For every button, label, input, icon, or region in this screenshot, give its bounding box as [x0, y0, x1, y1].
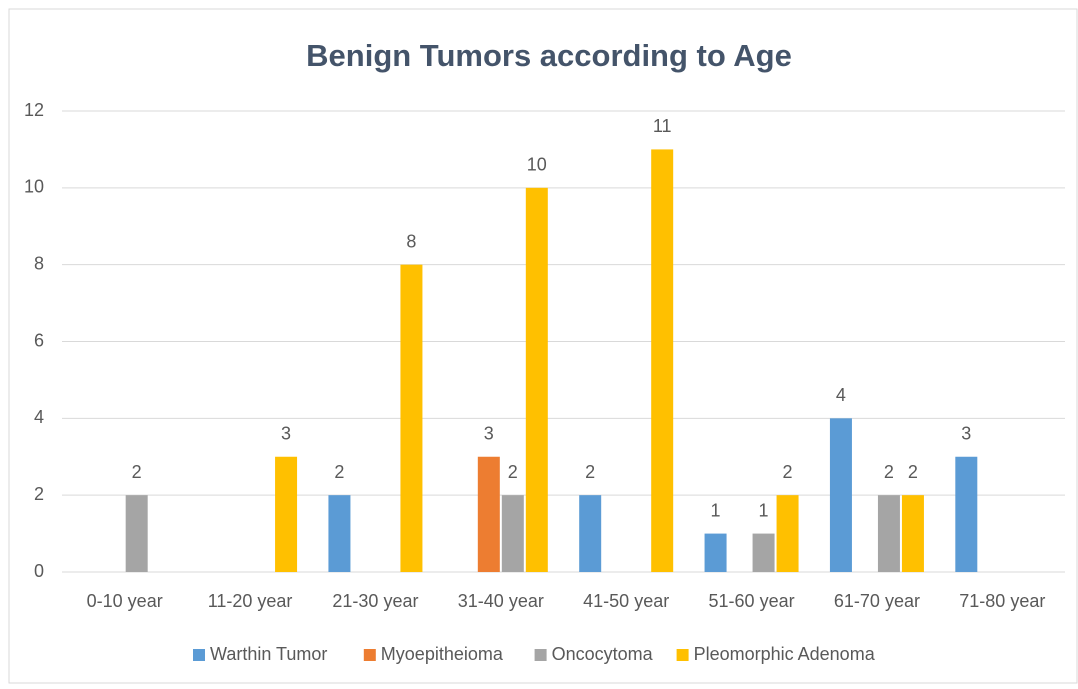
- data-label: 8: [406, 231, 416, 251]
- bar: [901, 495, 924, 572]
- data-label: 2: [884, 462, 894, 482]
- x-tick-label: 41-50 year: [583, 591, 669, 611]
- data-label: 3: [484, 424, 494, 444]
- bar: [477, 456, 500, 572]
- y-tick-label: 0: [34, 561, 44, 581]
- y-tick-label: 8: [34, 253, 44, 273]
- data-label: 2: [132, 462, 142, 482]
- bar: [400, 264, 423, 572]
- x-tick-label: 51-60 year: [709, 591, 795, 611]
- bar: [525, 187, 548, 573]
- data-label: 11: [653, 116, 672, 136]
- bar: [877, 495, 900, 572]
- bar: [328, 495, 351, 572]
- y-tick-label: 10: [24, 177, 44, 197]
- data-label: 2: [908, 462, 918, 482]
- x-tick-label: 21-30 year: [332, 591, 418, 611]
- bar: [829, 418, 852, 572]
- data-label: 2: [508, 462, 518, 482]
- legend-label: Oncocytoma: [552, 644, 654, 664]
- bar: [752, 533, 775, 572]
- legend-swatch: [534, 649, 547, 661]
- data-label: 2: [783, 462, 793, 482]
- legend-label: Warthin Tumor: [210, 644, 327, 664]
- data-label: 2: [334, 462, 344, 482]
- x-tick-label: 11-20 year: [208, 591, 293, 611]
- bar: [579, 495, 602, 572]
- x-tick-label: 71-80 year: [959, 591, 1045, 611]
- data-label: 1: [711, 500, 721, 520]
- legend-swatch: [363, 649, 376, 661]
- legend-label: Pleomorphic Adenoma: [694, 644, 876, 664]
- bar: [501, 495, 524, 572]
- x-tick-label: 0-10 year: [87, 591, 163, 611]
- data-label: 10: [527, 155, 547, 175]
- bar: [125, 495, 148, 572]
- data-label: 3: [961, 424, 971, 444]
- legend-swatch: [193, 649, 205, 661]
- x-tick-label: 61-70 year: [834, 591, 920, 611]
- bar: [651, 149, 674, 572]
- legend-swatch: [676, 649, 689, 661]
- data-label: 2: [585, 462, 595, 482]
- bar: [955, 456, 978, 572]
- bar: [704, 533, 727, 572]
- legend-label: Myoepitheioma: [381, 644, 504, 664]
- bar: [275, 456, 298, 572]
- x-tick-label: 31-40 year: [458, 591, 544, 611]
- y-tick-label: 12: [24, 100, 44, 120]
- bar: [776, 495, 799, 572]
- y-tick-label: 6: [34, 330, 44, 350]
- data-label: 1: [759, 500, 769, 520]
- y-tick-label: 2: [34, 484, 44, 504]
- data-label: 4: [836, 385, 846, 405]
- y-tick-label: 4: [34, 407, 44, 427]
- chart-title: Benign Tumors according to Age: [306, 38, 792, 73]
- data-label: 3: [281, 424, 291, 444]
